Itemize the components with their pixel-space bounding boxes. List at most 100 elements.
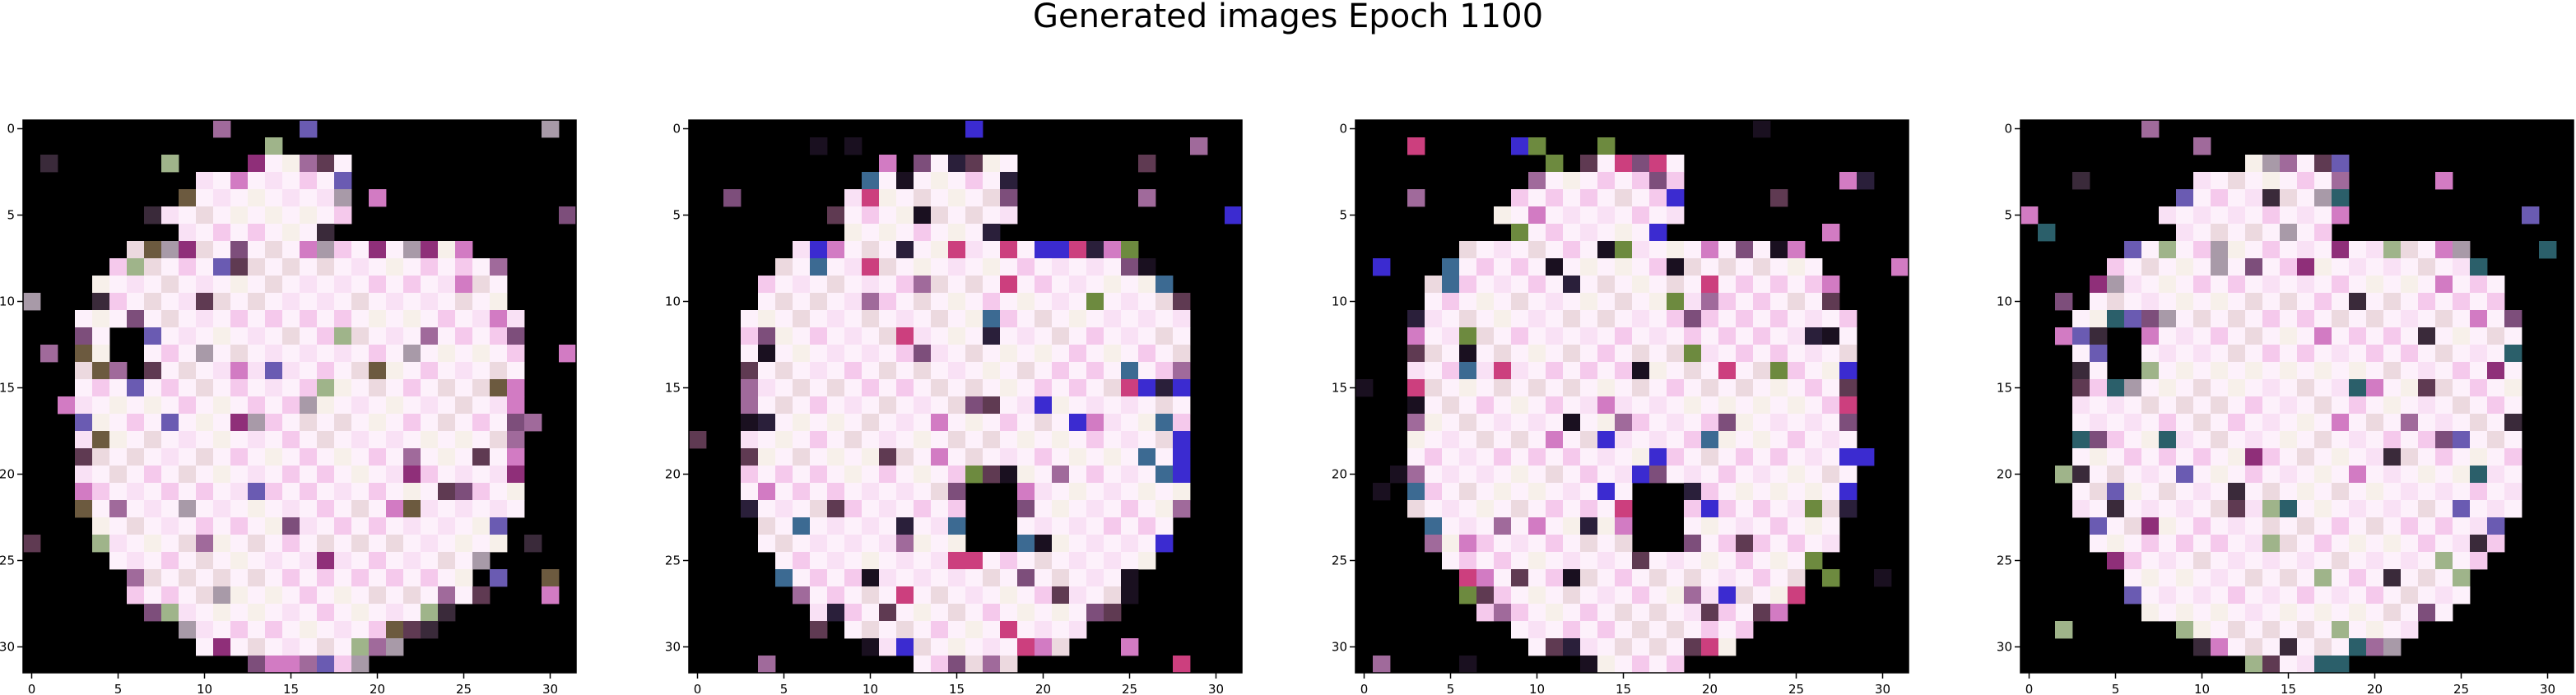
pixel-cell <box>92 500 110 518</box>
pixel-cell <box>1615 414 1633 432</box>
pixel-cell <box>1667 552 1685 570</box>
pixel-cell <box>2383 396 2402 415</box>
pixel-cell <box>1476 552 1495 570</box>
pixel-cell <box>1753 448 1771 466</box>
pixel-cell <box>2332 258 2350 276</box>
pixel-cell <box>282 327 300 345</box>
pixel-cell <box>1632 155 1650 173</box>
pixel-cell <box>490 500 508 518</box>
pixel-cell <box>1442 414 1460 432</box>
pixel-cell <box>403 258 421 276</box>
pixel-cell <box>1701 535 1719 553</box>
pixel-cell <box>248 396 266 415</box>
pixel-cell <box>403 483 421 501</box>
pixel-cell <box>179 569 197 587</box>
pixel-cell <box>1822 414 1840 432</box>
pixel-cell <box>844 362 863 380</box>
pixel-cell <box>1511 327 1529 345</box>
pixel-cell <box>1035 396 1053 415</box>
pixel-cell <box>1736 604 1754 622</box>
pixel-cell <box>386 586 404 605</box>
pixel-cell <box>455 483 473 501</box>
pixel-cell <box>2159 276 2177 294</box>
pixel-cell <box>2211 517 2229 535</box>
pixel-cell <box>896 586 914 605</box>
pixel-cell <box>507 448 525 466</box>
pixel-cell <box>1017 552 1035 570</box>
pixel-cell <box>1736 431 1754 449</box>
pixel-cell <box>1459 656 1477 674</box>
pixel-cell <box>1035 535 1053 553</box>
pixel-cell <box>334 414 352 432</box>
pixel-cell <box>1649 466 1667 484</box>
pixel-cell <box>2401 293 2419 311</box>
pixel-cell <box>472 500 491 518</box>
pixel-cell <box>265 500 283 518</box>
pixel-cell <box>2262 414 2281 432</box>
pixel-cell <box>196 483 214 501</box>
pixel-cell <box>879 155 897 173</box>
pixel-cell <box>1459 431 1477 449</box>
pixel-cell <box>1546 293 1564 311</box>
pixel-cell <box>1632 431 1650 449</box>
pixel-cell <box>827 414 845 432</box>
pixel-cell <box>2487 500 2505 518</box>
pixel-cell <box>862 414 880 432</box>
pixel-cell <box>1052 604 1070 622</box>
pixel-cell <box>369 431 387 449</box>
pixel-cell <box>1035 586 1053 605</box>
pixel-cell <box>2280 517 2298 535</box>
pixel-cell <box>1000 362 1018 380</box>
pixel-cell <box>2297 586 2315 605</box>
pixel-cell <box>1718 483 1737 501</box>
pixel-cell <box>948 362 966 380</box>
pixel-cell <box>2193 552 2211 570</box>
pixel-cell <box>2141 327 2160 345</box>
pixel-cell <box>827 448 845 466</box>
pixel-cell <box>1138 362 1156 380</box>
pixel-cell <box>2453 552 2471 570</box>
pixel-cell <box>1459 552 1477 570</box>
pixel-cell <box>2245 258 2263 276</box>
pixel-cell <box>1017 569 1035 587</box>
pixel-cell <box>455 535 473 553</box>
pixel-cell <box>1701 552 1719 570</box>
pixel-cell <box>1017 241 1035 259</box>
pixel-cell <box>2349 293 2367 311</box>
pixel-cell <box>1528 224 1546 242</box>
pixel-cell <box>334 189 352 207</box>
pixel-cell <box>2193 483 2211 501</box>
pixel-cell <box>75 396 93 415</box>
pixel-cell <box>844 586 863 605</box>
pixel-cell <box>810 448 828 466</box>
pixel-cell <box>421 258 439 276</box>
pixel-cell <box>2366 569 2384 587</box>
pixel-cell <box>775 345 793 363</box>
pixel-cell <box>1718 396 1737 415</box>
pixel-cell <box>2314 621 2332 639</box>
pixel-cell <box>2090 517 2108 535</box>
pixel-cell <box>455 310 473 328</box>
pixel-cell <box>386 535 404 553</box>
pixel-cell <box>2435 310 2453 328</box>
pixel-cell <box>2228 517 2246 535</box>
pixel-cell <box>179 345 197 363</box>
pixel-cell <box>862 483 880 501</box>
pixel-cell <box>1494 293 1512 311</box>
pixel-cell <box>862 604 880 622</box>
pixel-cell <box>896 293 914 311</box>
pixel-cell <box>827 431 845 449</box>
pixel-cell <box>2245 448 2263 466</box>
pixel-cell <box>1649 189 1667 207</box>
pixel-cell <box>127 258 145 276</box>
pixel-cell <box>827 310 845 328</box>
pixel-cell <box>542 120 560 138</box>
pixel-cell <box>2072 448 2090 466</box>
pixel-cell <box>2107 379 2125 397</box>
pixel-cell <box>1528 189 1546 207</box>
pixel-cell <box>2124 310 2142 328</box>
pixel-cell <box>2297 327 2315 345</box>
pixel-cell <box>248 189 266 207</box>
pixel-cell <box>1632 189 1650 207</box>
pixel-cell <box>844 293 863 311</box>
